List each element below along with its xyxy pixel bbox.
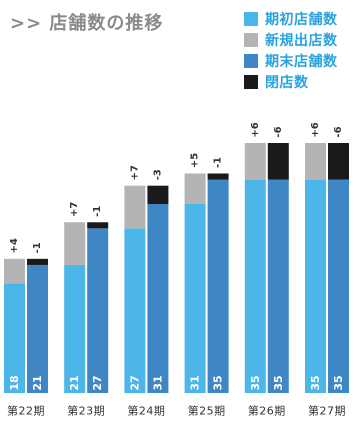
label-ending-6: 35 (332, 375, 345, 390)
legend-label-new: 新規出店数 (265, 32, 338, 49)
legend-label-closed: 閉店数 (265, 74, 309, 91)
legend-swatch-ending (244, 53, 258, 68)
bar-new-5 (244, 143, 266, 180)
label-new-1: +4 (9, 238, 20, 253)
legend-item-new: 新規出店数 (244, 29, 338, 50)
category-label-1: 第22期 (7, 404, 45, 418)
category-label-4: 第25期 (188, 404, 226, 418)
bar-closed-3 (147, 185, 169, 204)
bar-new-6 (305, 143, 326, 180)
bar-opening-2 (64, 264, 86, 393)
label-closed-5: -6 (273, 126, 284, 137)
legend-label-opening: 期初店舗数 (265, 11, 338, 28)
legend: 期初店舗数 新規出店数 期末店舗数 閉店数 (244, 8, 338, 92)
bar-closed-6 (328, 143, 349, 180)
bar-opening-3 (124, 228, 146, 393)
page-title: >> 店舗数の推移 (10, 13, 164, 34)
category-label-6: 第27期 (308, 404, 346, 418)
label-new-2: +7 (69, 202, 80, 217)
label-opening-5: 35 (249, 375, 262, 390)
legend-label-ending: 期末店舗数 (265, 53, 338, 70)
label-closed-4: -1 (213, 157, 224, 168)
label-closed-3: -3 (152, 169, 163, 180)
label-ending-2: 27 (91, 375, 104, 390)
bar-closed-4 (207, 173, 229, 180)
label-new-5: +6 (250, 122, 261, 137)
label-closed-6: -6 (333, 126, 344, 137)
legend-swatch-closed (244, 74, 258, 89)
legend-swatch-new (244, 32, 258, 47)
label-new-3: +7 (129, 165, 140, 180)
bar-ending-1 (27, 264, 48, 393)
legend-swatch-opening (244, 11, 258, 26)
legend-item-opening: 期初店舗数 (244, 8, 338, 29)
label-ending-1: 21 (31, 375, 44, 390)
bar-ending-4 (207, 179, 229, 393)
category-label-2: 第23期 (67, 404, 105, 418)
bar-new-3 (124, 185, 146, 229)
legend-item-closed: 閉店数 (244, 71, 338, 92)
label-new-6: +6 (310, 122, 321, 137)
bar-new-4 (184, 173, 206, 204)
bar-closed-1 (27, 258, 48, 265)
label-new-4: +5 (190, 153, 201, 168)
label-opening-6: 35 (309, 375, 322, 390)
bar-opening-4 (184, 203, 206, 393)
bar-ending-6 (328, 179, 349, 393)
label-ending-3: 31 (151, 375, 164, 390)
bar-closed-5 (267, 143, 289, 180)
label-opening-3: 27 (128, 375, 141, 390)
bar-opening-6 (305, 179, 326, 393)
label-opening-1: 18 (8, 375, 21, 390)
legend-item-ending: 期末店舗数 (244, 50, 338, 71)
bar-opening-5 (244, 179, 266, 393)
label-opening-2: 21 (68, 375, 81, 390)
bar-opening-1 (4, 283, 25, 393)
category-label-5: 第26期 (248, 404, 286, 418)
category-label-3: 第24期 (127, 404, 165, 418)
label-closed-1: -1 (32, 242, 43, 253)
label-opening-4: 31 (189, 375, 202, 390)
bar-closed-2 (87, 222, 109, 229)
bar-new-1 (4, 258, 25, 284)
label-ending-4: 35 (212, 375, 225, 390)
bar-ending-3 (147, 203, 169, 393)
label-ending-5: 35 (272, 375, 285, 390)
bar-ending-5 (267, 179, 289, 393)
bar-new-2 (64, 222, 86, 265)
bar-ending-2 (87, 228, 109, 393)
label-closed-2: -1 (92, 206, 103, 217)
